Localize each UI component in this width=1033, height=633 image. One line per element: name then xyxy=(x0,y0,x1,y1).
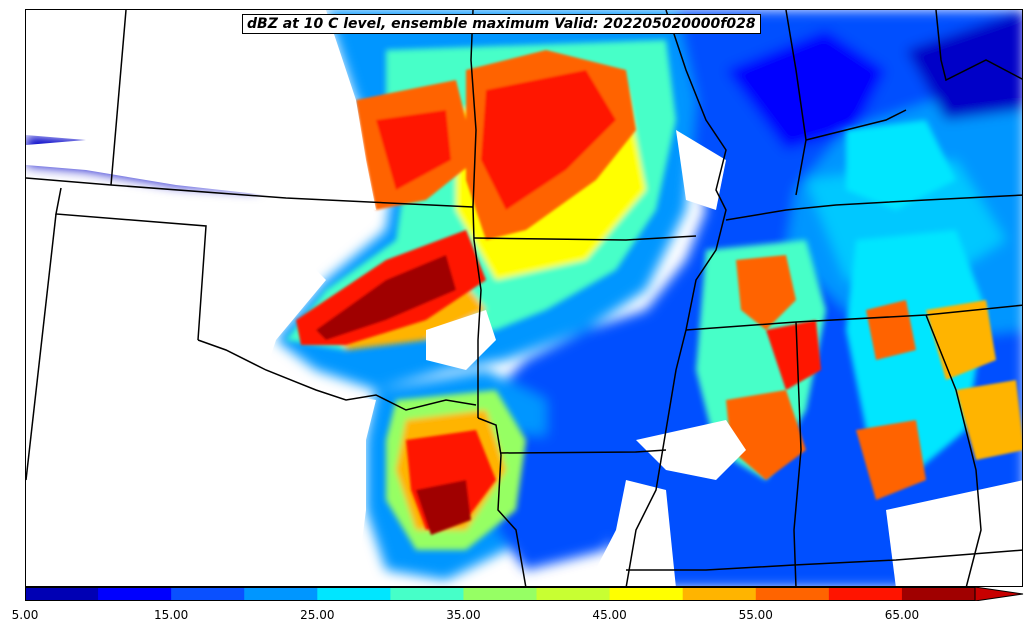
colorbar-tick-label: 5.00 xyxy=(11,608,39,622)
colorbar-extend-arrow xyxy=(974,587,1024,601)
colorbar-segment xyxy=(98,587,172,601)
map-title: dBZ at 10 C level, ensemble maximum Vali… xyxy=(242,14,761,34)
colorbar-segment xyxy=(755,587,830,601)
colorbar-tick-label: 35.00 xyxy=(446,608,481,622)
state-borders xyxy=(26,10,1022,586)
colorbar-segment xyxy=(25,587,99,601)
colorbar-outline xyxy=(25,587,976,601)
colorbar-segment xyxy=(463,587,538,601)
colorbar-segment xyxy=(390,587,464,601)
colorbar-tick-label: 55.00 xyxy=(738,608,773,622)
colorbar-segment xyxy=(317,587,391,601)
colorbar-tick-label: 65.00 xyxy=(884,608,920,622)
colorbar-segment xyxy=(609,587,684,601)
colorbar xyxy=(25,587,1024,601)
radar-map-canvas xyxy=(26,10,1022,586)
colorbar-tick-label: 15.00 xyxy=(153,608,189,622)
radar-map xyxy=(25,9,1023,587)
colorbar-segment xyxy=(244,587,318,601)
colorbar-segment xyxy=(536,587,611,601)
colorbar-segment xyxy=(901,587,976,601)
colorbar-tick-label: 45.00 xyxy=(592,608,627,622)
colorbar-segment xyxy=(828,587,903,601)
colorbar-segment xyxy=(171,587,245,601)
colorbar-tick-label: 25.00 xyxy=(300,608,335,622)
colorbar-segment xyxy=(682,587,757,601)
